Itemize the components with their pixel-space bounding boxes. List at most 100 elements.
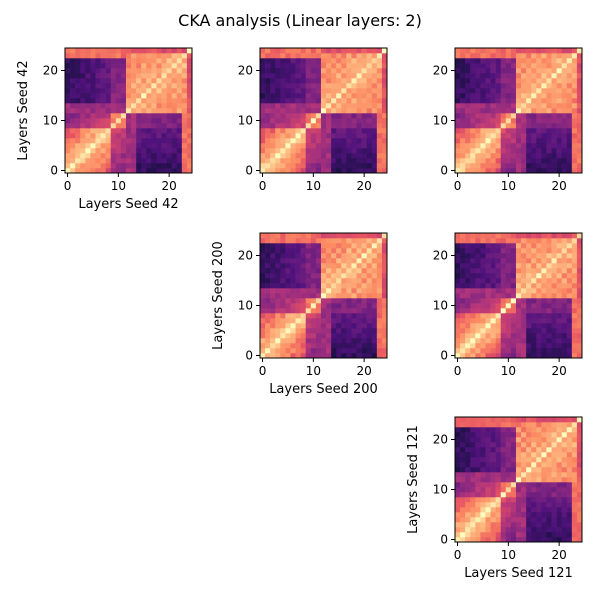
heatmap-cell (95, 68, 101, 74)
heatmap-cell (341, 93, 347, 99)
heatmap-cell (576, 318, 583, 324)
heatmap-cell (561, 432, 568, 438)
heatmap-cell (381, 268, 388, 274)
heatmap-cell (465, 532, 471, 538)
heatmap-cell (141, 158, 147, 164)
heatmap-cell (75, 163, 81, 169)
heatmap-cell (351, 278, 357, 284)
heatmap-cell (361, 48, 367, 54)
heatmap-cell (576, 323, 583, 329)
heatmap-cell (510, 58, 517, 64)
heatmap-cell (576, 477, 583, 483)
heatmap-cell (485, 333, 491, 339)
heatmap-cell (571, 138, 578, 144)
heatmap-cell (95, 128, 101, 134)
heatmap-cell (485, 502, 491, 508)
heatmap-cell (465, 78, 471, 84)
heatmap-cell (156, 98, 162, 104)
heatmap-cell (546, 93, 552, 99)
heatmap-cell (536, 288, 542, 294)
heatmap-cell (500, 283, 507, 289)
heatmap-cell (166, 68, 172, 74)
heatmap-cell (95, 53, 101, 59)
heatmap-cell (551, 338, 557, 344)
heatmap-cell (341, 318, 347, 324)
heatmap-cell (480, 537, 486, 543)
heatmap-cell (141, 128, 147, 134)
heatmap-cell (136, 68, 142, 74)
heatmap-cell (280, 313, 286, 319)
heatmap-cell (186, 148, 193, 154)
heatmap-cell (356, 83, 362, 89)
heatmap-cell (556, 477, 562, 483)
heatmap-cell (465, 63, 471, 69)
heatmap-cell (326, 258, 332, 264)
heatmap-cell (115, 53, 122, 59)
x-tick-label: 0 (259, 179, 267, 193)
heatmap-cell (556, 128, 562, 134)
heatmap-cell (475, 98, 481, 104)
heatmap-cell (270, 48, 276, 54)
heatmap-cell (376, 93, 383, 99)
heatmap-cell (125, 88, 132, 94)
heatmap-cell (536, 343, 542, 349)
heatmap-cell (551, 527, 557, 533)
heatmap-cell (115, 63, 122, 69)
heatmap-cell (515, 427, 522, 433)
heatmap-cell (295, 308, 301, 314)
heatmap-cell (376, 343, 383, 349)
heatmap-cell (546, 48, 552, 54)
heatmap-cell (265, 103, 271, 109)
heatmap-cell (361, 58, 367, 64)
heatmap-cell (366, 73, 373, 79)
heatmap-cell (275, 78, 281, 84)
heatmap-cell (541, 522, 547, 528)
heatmap-cell (515, 238, 522, 244)
heatmap-cell (290, 58, 296, 64)
heatmap-cell (171, 133, 178, 139)
heatmap-cell (515, 462, 522, 468)
heatmap-cell (290, 103, 296, 109)
heatmap-cell (475, 73, 481, 79)
heatmap-cell (521, 467, 527, 473)
heatmap-cell (141, 103, 147, 109)
heatmap-cell (270, 353, 276, 359)
heatmap-cell (376, 158, 383, 164)
heatmap-cell (505, 522, 512, 528)
heatmap-cell (295, 63, 301, 69)
heatmap-cell (336, 158, 342, 164)
heatmap-cell (270, 233, 276, 239)
heatmap-cell (500, 243, 507, 249)
heatmap-cell (515, 303, 522, 309)
heatmap-cell (526, 233, 532, 239)
heatmap-cell (156, 133, 162, 139)
heatmap-cell (561, 298, 568, 304)
heatmap-cell (346, 303, 352, 309)
heatmap-cell (310, 73, 317, 79)
heatmap-cell (480, 78, 486, 84)
heatmap-cell (515, 343, 522, 349)
heatmap-cell (515, 63, 522, 69)
heatmap-cell (541, 427, 547, 433)
heatmap-cell (490, 263, 496, 269)
heatmap-cell (556, 417, 562, 423)
heatmap-cell (571, 58, 578, 64)
heatmap-cell (475, 278, 481, 284)
heatmap-cell (371, 338, 378, 344)
heatmap-cell (295, 83, 301, 89)
heatmap-cell (500, 268, 507, 274)
heatmap-cell (346, 253, 352, 259)
heatmap-cell (561, 273, 568, 279)
heatmap-cell (110, 88, 117, 94)
heatmap-cell (300, 238, 307, 244)
heatmap-cell (356, 248, 362, 254)
heatmap-cell (526, 482, 532, 488)
heatmap-cell (490, 482, 496, 488)
heatmap-cell (485, 118, 491, 124)
heatmap-cell (556, 512, 562, 518)
heatmap-cell (310, 88, 317, 94)
heatmap-cell (346, 348, 352, 354)
heatmap-cell (531, 268, 537, 274)
heatmap-cell (515, 278, 522, 284)
heatmap-cell (186, 53, 193, 59)
